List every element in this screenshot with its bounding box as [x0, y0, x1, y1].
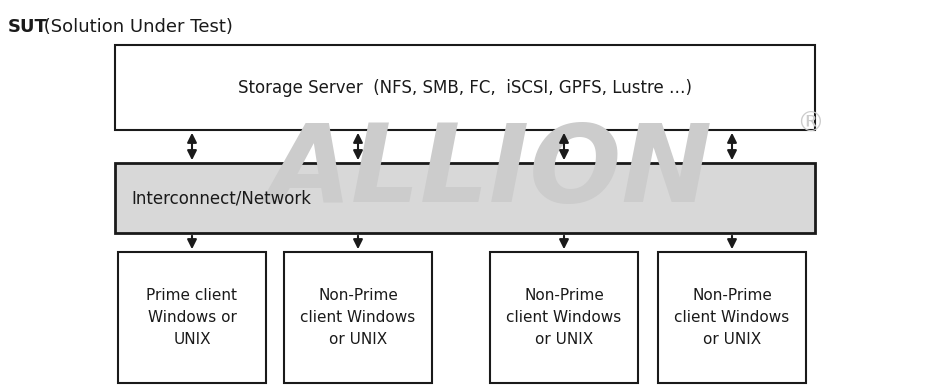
Bar	[118, 252, 266, 383]
Bar	[115, 163, 815, 233]
Text: Non-Prime
client Windows
or UNIX: Non-Prime client Windows or UNIX	[675, 288, 789, 347]
Text: ALLION: ALLION	[267, 119, 713, 225]
Text: Non-Prime
client Windows
or UNIX: Non-Prime client Windows or UNIX	[300, 288, 416, 347]
Text: Interconnect/Network: Interconnect/Network	[131, 189, 311, 207]
Text: Storage Server  (NFS, SMB, FC,  iSCSI, GPFS, Lustre …): Storage Server (NFS, SMB, FC, iSCSI, GPF…	[238, 78, 692, 96]
Bar	[658, 252, 806, 383]
Text: (Solution Under Test): (Solution Under Test)	[38, 18, 233, 36]
Bar	[115, 45, 815, 130]
Text: Prime client
Windows or
UNIX: Prime client Windows or UNIX	[146, 288, 238, 347]
Text: SUT: SUT	[8, 18, 48, 36]
Text: Non-Prime
client Windows
or UNIX: Non-Prime client Windows or UNIX	[506, 288, 622, 347]
Text: ®: ®	[796, 110, 824, 138]
Bar	[490, 252, 638, 383]
Bar	[284, 252, 432, 383]
